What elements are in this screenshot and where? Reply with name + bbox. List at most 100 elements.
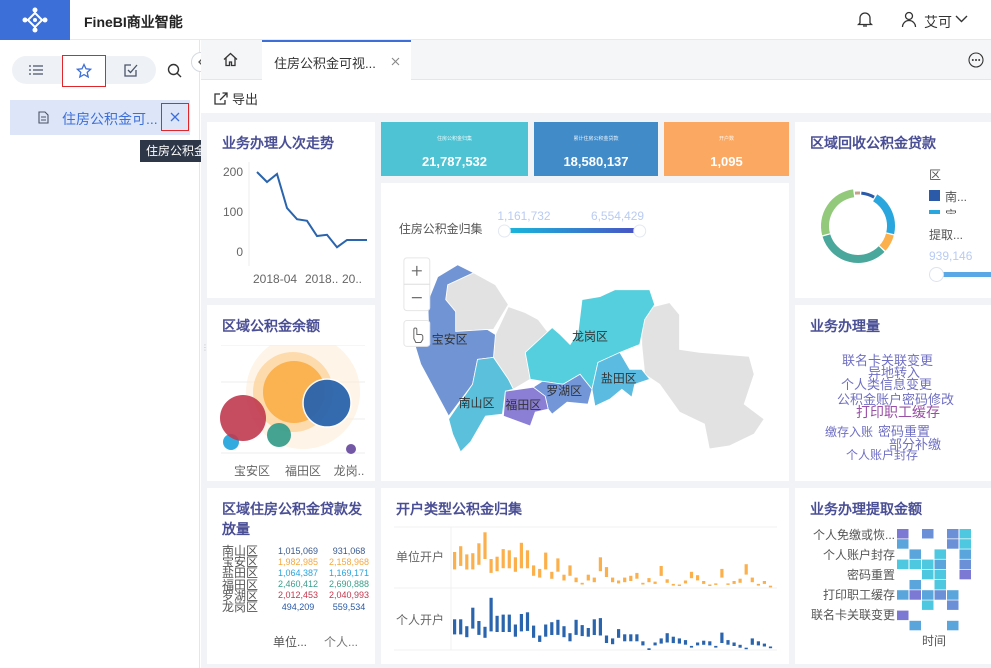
bar[interactable] [495,615,499,632]
bar[interactable] [574,577,578,583]
export-button[interactable]: 导出 [214,89,258,108]
heatmap-cell[interactable] [947,590,959,600]
bar[interactable] [768,646,773,649]
word[interactable]: 联名卡关联变更 [842,353,934,368]
edit-tab[interactable] [111,56,151,84]
word[interactable]: 异地转入 [868,365,921,380]
legend-min-handle[interactable] [497,224,511,238]
bar[interactable] [604,567,609,577]
card-trend[interactable]: 业务办理人次走势 200 100 0 2018-04 2018.. 20.. [207,122,375,298]
bar[interactable] [459,546,463,566]
bar[interactable] [696,642,700,646]
bar[interactable] [720,632,724,643]
kpi-card[interactable]: 开户数 1,095 [664,122,789,176]
bar[interactable] [683,640,688,645]
bar[interactable] [647,578,651,583]
bar[interactable] [568,565,572,576]
bar[interactable] [580,625,584,637]
bar[interactable] [538,635,542,642]
bar[interactable] [677,638,681,644]
bar[interactable] [623,577,627,583]
heatmap-cell[interactable] [922,529,934,539]
bar[interactable] [544,624,548,637]
bar[interactable] [665,579,669,583]
bar[interactable] [732,642,736,647]
bar[interactable] [641,582,645,585]
heatmap-cell[interactable] [959,549,972,559]
heatmap-cell[interactable] [909,559,922,570]
bar[interactable] [617,580,621,584]
bar[interactable] [477,543,481,565]
bar[interactable] [556,619,560,635]
bar[interactable] [483,626,487,638]
bar[interactable] [623,634,627,642]
heatmap-cell[interactable] [934,590,947,600]
bubble[interactable] [267,423,291,447]
bar[interactable] [756,583,760,586]
bar[interactable] [756,641,760,646]
bar[interactable] [544,552,548,570]
bar[interactable] [495,556,499,572]
bar[interactable] [507,614,511,632]
bar[interactable] [501,549,505,569]
bar[interactable] [471,607,475,629]
resize-handle-icon[interactable]: ⋮ [201,343,209,352]
bar[interactable] [726,583,730,585]
heatmap-cell[interactable] [959,529,972,539]
donut-slice[interactable] [872,194,895,235]
bar[interactable] [750,638,754,645]
bar[interactable] [683,580,688,584]
heatmap-cell[interactable] [959,569,972,580]
bar[interactable] [580,582,584,585]
heatmap-cell[interactable] [897,590,909,600]
bar[interactable] [762,643,766,647]
bar[interactable] [617,629,621,638]
bar[interactable] [604,635,609,644]
heatmap-cell[interactable] [909,620,922,631]
tab-dashboard[interactable]: 住房公积金可视... [262,40,411,80]
bar[interactable] [738,644,742,648]
bar[interactable] [483,532,487,559]
bar[interactable] [653,581,657,584]
heatmap-cell[interactable] [959,559,972,570]
heatmap-cell[interactable] [947,529,959,539]
bar[interactable] [647,648,651,650]
word[interactable]: 公积金账户密码修改 [837,392,955,407]
word[interactable]: 部分补缴 [889,437,942,452]
bar[interactable] [459,619,463,635]
bar[interactable] [586,574,590,581]
bar[interactable] [568,633,572,642]
card-wordcloud[interactable]: 业务办理量 联名卡关联变更 异地转入 个人类信息变更 公积金账户密码修改 打印职… [795,305,991,481]
heatmap-cell[interactable] [909,549,922,559]
bar[interactable] [726,640,730,645]
bar[interactable] [525,550,530,569]
bubble[interactable] [220,395,266,441]
favorites-tab[interactable] [62,55,106,87]
card-balance[interactable]: 区域公积金余额 宝安区 福田区 龙岗.. [207,305,375,481]
word[interactable]: 密码重置 [878,424,931,439]
bar[interactable] [762,581,766,584]
donut-slice[interactable] [861,191,875,199]
bar[interactable] [598,557,602,572]
bar[interactable] [671,636,675,644]
bar[interactable] [538,568,542,578]
donut-slice[interactable] [822,234,885,263]
close-tab-icon[interactable] [391,57,400,66]
bar[interactable] [556,558,560,572]
heatmap-cell[interactable] [959,539,972,549]
bar[interactable] [659,566,663,576]
bar[interactable] [641,641,645,646]
bar[interactable] [635,572,639,579]
bar[interactable] [708,641,712,646]
bar[interactable] [525,612,530,631]
heatmap-cell[interactable] [897,559,909,570]
bar[interactable] [477,621,481,635]
bar[interactable] [611,638,615,645]
bar[interactable] [507,550,511,569]
card-donut[interactable]: 区域回收公积金贷款 区 南... 宝 提取... 939,146 [795,122,991,298]
bar[interactable] [744,564,748,575]
bar[interactable] [665,633,669,643]
user-name[interactable]: 艾可 [924,14,952,30]
word[interactable]: 打印职工缓存 [856,404,940,420]
bar[interactable] [592,577,596,583]
